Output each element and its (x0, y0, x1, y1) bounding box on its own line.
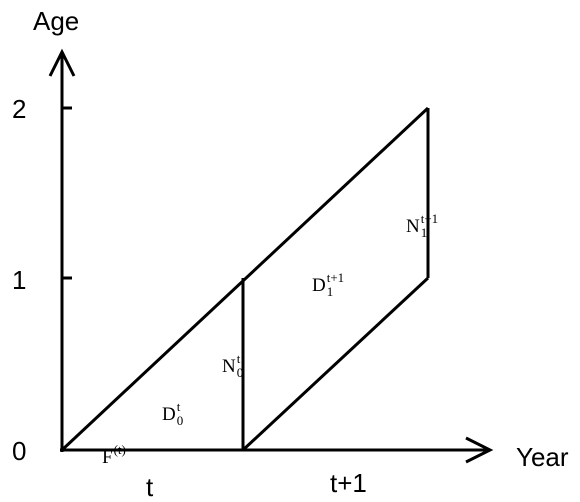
region-label: N (222, 356, 236, 377)
x-tick-label: t (146, 472, 154, 502)
y-tick-label: 1 (12, 265, 26, 295)
label-sub: 0 (237, 365, 244, 380)
region-label: F (102, 447, 113, 468)
label-sup: t (177, 399, 181, 414)
x-axis-label: Year (516, 442, 569, 472)
label-base: N (222, 356, 236, 377)
cohort-line (241, 276, 430, 452)
label-sup: t+1 (327, 270, 344, 285)
label-sup: (t) (114, 442, 126, 457)
region-label: D (312, 275, 326, 296)
x-tick-label: t+1 (330, 468, 367, 498)
label-sub: 1 (421, 225, 428, 240)
label-base: D (162, 404, 176, 425)
region-label: D (162, 404, 176, 425)
cohort-line (60, 106, 430, 452)
x-axis-arrow (465, 436, 494, 464)
label-base: D (312, 275, 326, 296)
label-sub: 0 (177, 413, 184, 428)
label-sup: t (237, 351, 241, 366)
label-base: F (102, 447, 113, 468)
label-sup: t+1 (421, 211, 438, 226)
y-tick-label: 2 (12, 94, 26, 124)
label-base: N (406, 216, 420, 237)
y-axis-label: Age (33, 6, 79, 36)
label-sub: 1 (327, 284, 334, 299)
y-axis-arrow (48, 48, 76, 77)
region-label: N (406, 216, 420, 237)
y-tick-label: 0 (12, 436, 26, 466)
